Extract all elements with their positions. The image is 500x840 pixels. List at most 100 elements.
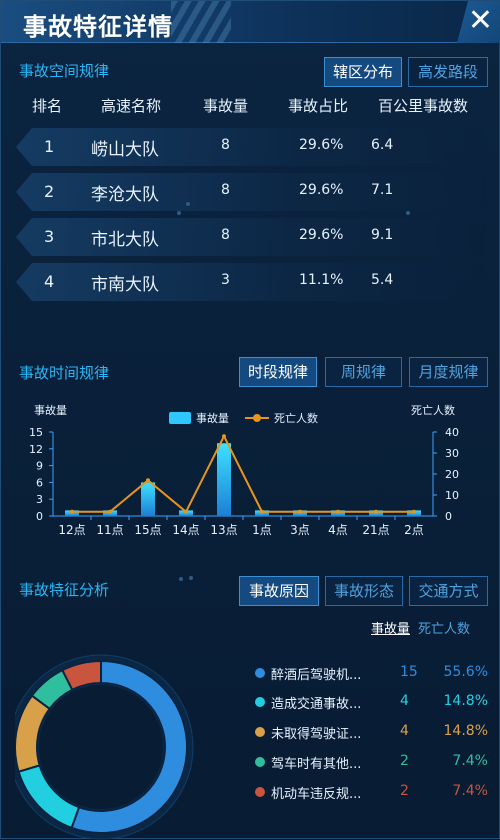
row-per-100km: 5.4 — [371, 272, 394, 288]
deaths-point — [260, 509, 264, 514]
row-per-100km: 6.4 — [371, 137, 394, 153]
row-rank: 1 — [44, 137, 55, 156]
tab-accident-cause[interactable]: 事故原因 — [239, 576, 319, 606]
close-button[interactable]: ✕ — [457, 1, 500, 43]
row-background — [16, 173, 486, 211]
legend-dot — [255, 697, 265, 707]
deaths-point — [298, 509, 302, 514]
tab-accident-form[interactable]: 事故形态 — [325, 576, 403, 606]
cause-name: 机动车违反规... — [271, 787, 362, 802]
row-ratio: 29.6% — [299, 182, 344, 198]
table-row[interactable]: 4 市南大队 3 11.1% 5.4 — [16, 263, 486, 301]
title-bar: 事故特征详情 ✕ — [1, 1, 500, 43]
table-row[interactable]: 2 李沧大队 8 29.6% 7.1 — [16, 173, 486, 211]
bar-mark — [141, 482, 155, 516]
deaths-line — [72, 433, 414, 514]
cause-percent: 14.8% — [443, 693, 488, 709]
table-row[interactable]: 1 崂山大队 8 29.6% 6.4 — [16, 128, 486, 166]
y2-tick-label: 0 — [445, 510, 452, 523]
deaths-point — [184, 509, 188, 514]
legend-bar-label: 事故量 — [196, 411, 229, 425]
table-row[interactable]: 3 市北大队 8 29.6% 9.1 — [16, 218, 486, 256]
row-ratio: 11.1% — [299, 272, 344, 288]
tab-traffic-mode[interactable]: 交通方式 — [409, 576, 488, 606]
row-count: 8 — [221, 182, 230, 198]
panel-title: 事故特征详情 — [23, 13, 173, 41]
decor-dot — [406, 211, 410, 215]
list-item[interactable]: 机动车违反规... 2 7.4% — [255, 783, 495, 803]
cause-count: 2 — [400, 783, 409, 799]
metric-tab-count[interactable]: 事故量 — [371, 622, 411, 637]
legend-dot — [255, 668, 265, 678]
x-tick-label: 2点 — [404, 523, 424, 537]
legend-dot — [255, 727, 265, 737]
y2-axis-title: 死亡人数 — [411, 403, 455, 417]
list-item[interactable]: 醉酒后驾驶机... 15 55.6% — [255, 664, 495, 684]
deaths-point — [70, 509, 74, 514]
deaths-point — [146, 478, 150, 483]
row-background — [16, 128, 486, 166]
donut-slice — [70, 659, 188, 834]
cause-percent: 7.4% — [452, 753, 488, 769]
temporal-section-title: 事故时间规律 — [19, 364, 110, 382]
metric-tab-deaths[interactable]: 死亡人数 — [418, 622, 471, 637]
y-tick-label: 0 — [36, 510, 43, 523]
y-tick-label: 15 — [29, 426, 43, 439]
list-item[interactable]: 驾车时有其他... 2 7.4% — [255, 753, 495, 773]
cause-donut-chart — [15, 654, 194, 840]
tab-time-period[interactable]: 时段规律 — [239, 357, 317, 387]
x-tick-label: 13点 — [210, 523, 237, 537]
decor-dot — [177, 211, 181, 215]
legend-dot — [255, 757, 265, 767]
legend-dot — [255, 787, 265, 797]
y2-tick-label: 20 — [445, 468, 459, 481]
y-tick-label: 9 — [36, 460, 43, 473]
row-background — [16, 218, 486, 256]
y2-tick-label: 30 — [445, 447, 459, 460]
features-section-title: 事故特征分析 — [19, 581, 110, 599]
tab-weekly[interactable]: 周规律 — [325, 357, 402, 387]
row-count: 8 — [221, 227, 230, 243]
y2-tick-label: 40 — [445, 426, 459, 439]
column-count: 事故量 — [203, 97, 249, 115]
title-decoration — [171, 1, 231, 43]
x-tick-label: 3点 — [290, 523, 310, 537]
row-rank: 3 — [44, 227, 55, 246]
donut-slice — [61, 659, 102, 692]
list-item[interactable]: 造成交通事故... 4 14.8% — [255, 693, 495, 713]
row-rank: 2 — [44, 182, 55, 201]
row-per-100km: 9.1 — [371, 227, 394, 243]
tab-district-distribution[interactable]: 辖区分布 — [324, 57, 402, 87]
cause-name: 醉酒后驾驶机... — [271, 668, 362, 683]
deaths-point — [336, 509, 340, 514]
row-ratio: 29.6% — [299, 227, 344, 243]
x-tick-label: 14点 — [172, 523, 199, 537]
tab-monthly[interactable]: 月度规律 — [409, 357, 488, 387]
column-rank: 排名 — [32, 97, 63, 115]
cause-count: 15 — [400, 664, 418, 680]
deaths-point — [412, 509, 416, 514]
row-per-100km: 7.1 — [371, 182, 394, 198]
cause-percent: 55.6% — [443, 664, 488, 680]
y-tick-label: 12 — [29, 443, 43, 456]
row-ratio: 29.6% — [299, 137, 344, 153]
y2-tick-label: 10 — [445, 489, 459, 502]
decor-dot — [186, 202, 190, 206]
spatial-section-title: 事故空间规律 — [19, 62, 110, 80]
list-item[interactable]: 未取得驾驶证... 4 14.8% — [255, 723, 495, 743]
legend-line-marker — [253, 414, 261, 422]
x-tick-label: 15点 — [134, 523, 161, 537]
deaths-point — [108, 509, 112, 514]
donut-hole — [39, 685, 163, 809]
row-name: 市南大队 — [91, 275, 159, 295]
row-background — [16, 263, 486, 301]
legend-bar-swatch — [169, 412, 191, 424]
column-name: 高速名称 — [101, 97, 162, 115]
cause-percent: 7.4% — [452, 783, 488, 799]
legend-line-label: 死亡人数 — [274, 411, 318, 425]
y-tick-label: 3 — [36, 493, 43, 506]
tab-high-incidence-section[interactable]: 高发路段 — [408, 57, 488, 87]
cause-name: 未取得驾驶证... — [271, 727, 362, 742]
cause-count: 2 — [400, 753, 409, 769]
